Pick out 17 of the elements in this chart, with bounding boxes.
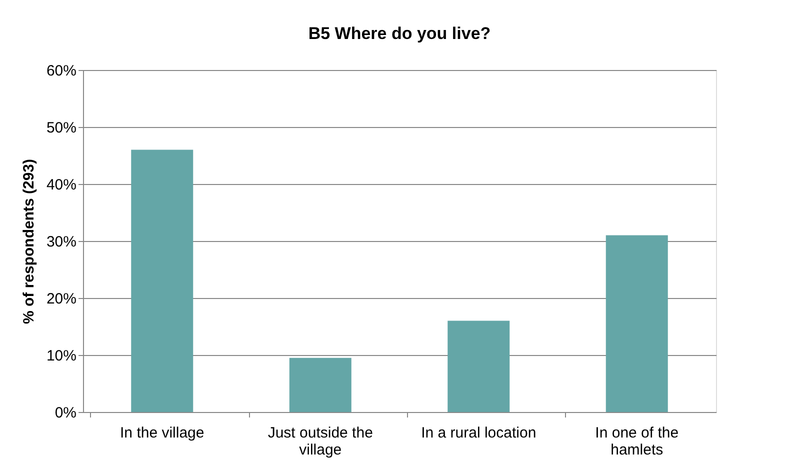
x-tick-label: In the village [120,424,204,442]
y-tick-label: 20% [46,290,76,308]
bar [131,150,194,412]
y-tick-label: 60% [46,62,76,80]
bar [289,358,352,412]
y-tick-label: 10% [46,348,76,364]
chart-title: B5 Where do you live? [308,24,491,43]
y-axis-title: % of respondents (293) [20,158,38,324]
x-tick-label: In a rural location [421,424,536,442]
bar [448,320,510,412]
y-tick-label: 50% [46,120,76,136]
x-tick-label: Just outside the village [268,424,373,458]
y-tick-label: 40% [46,176,76,194]
x-tick-label: In one of the hamlets [595,424,679,458]
bar [606,235,668,412]
y-tick-label: 30% [46,234,76,250]
y-tick-label: 0% [54,404,76,422]
